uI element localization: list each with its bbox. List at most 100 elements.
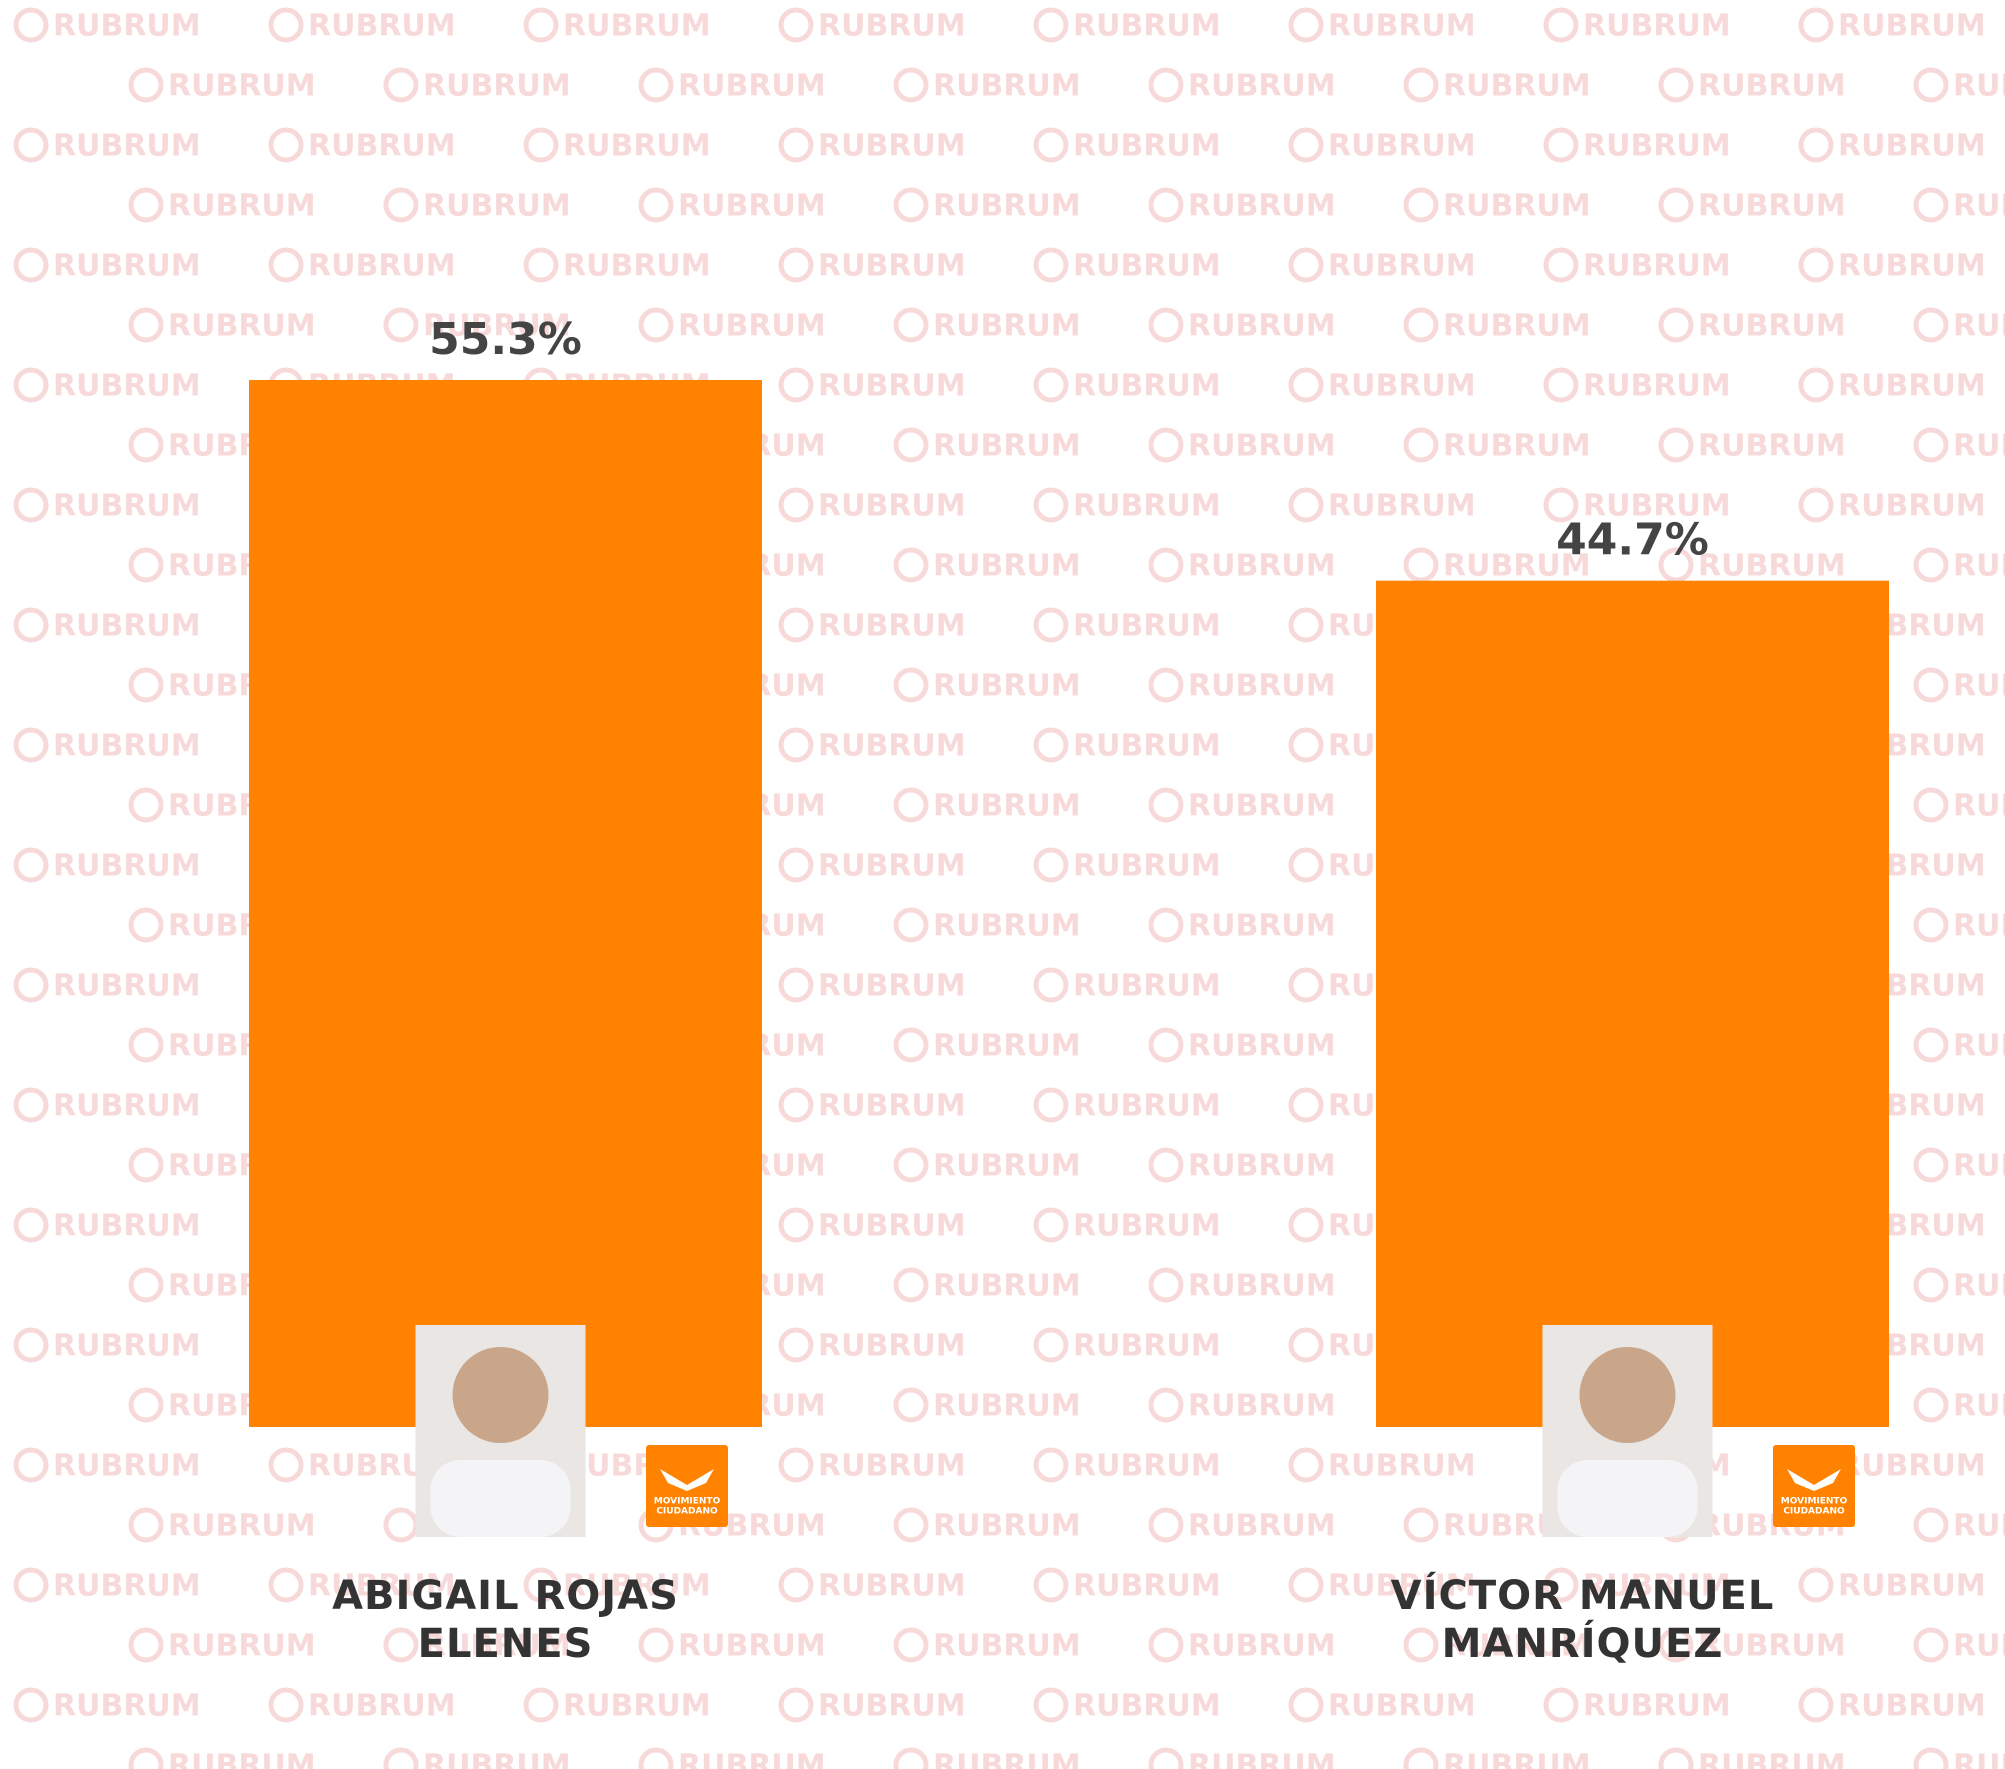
watermark-icon (1658, 1747, 1694, 1769)
watermark-icon (128, 1627, 164, 1663)
watermark-icon (268, 127, 304, 163)
watermark-icon (1033, 127, 1069, 163)
watermark-icon (128, 667, 164, 703)
watermark-icon (13, 1447, 49, 1483)
watermark: RUBRUM (1443, 69, 1591, 104)
watermark: RUBRUM (53, 609, 201, 644)
watermark-icon (1288, 367, 1324, 403)
watermark: RUBRUM (1073, 1089, 1221, 1124)
watermark: RUBRUM (1953, 309, 2005, 344)
watermark-icon (1798, 1567, 1834, 1603)
watermark-icon (268, 1687, 304, 1723)
watermark-icon (1148, 1387, 1184, 1423)
watermark-icon (1148, 787, 1184, 823)
watermark: RUBRUM (1583, 489, 1731, 524)
watermark: RUBRUM (1953, 1149, 2005, 1184)
watermark: RUBRUM (678, 1629, 826, 1664)
watermark: RUBRUM (1328, 1689, 1476, 1724)
watermark: RUBRUM (818, 729, 966, 764)
watermark: RUBRUM (1188, 1269, 1336, 1304)
watermark: RUBRUM (1188, 909, 1336, 944)
watermark-icon (13, 7, 49, 43)
watermark-icon (778, 487, 814, 523)
party-logo-text: CIUDADANO (1783, 1507, 1845, 1517)
watermark: RUBRUM (1188, 789, 1336, 824)
watermark-icon (1148, 1147, 1184, 1183)
watermark-icon (1798, 127, 1834, 163)
watermark: RUBRUM (563, 129, 711, 164)
watermark-icon (1033, 1207, 1069, 1243)
watermark-icon (1288, 727, 1324, 763)
watermark-icon (128, 307, 164, 343)
watermark-icon (778, 967, 814, 1003)
watermark: RUBRUM (53, 969, 201, 1004)
watermark-icon (13, 127, 49, 163)
watermark: RUBRUM (1698, 189, 1846, 224)
watermark: RUBRUM (1328, 249, 1476, 284)
watermark: RUBRUM (818, 1449, 966, 1484)
watermark: RUBRUM (1073, 1689, 1221, 1724)
watermark-icon (1658, 67, 1694, 103)
watermark-icon (13, 1687, 49, 1723)
watermark: RUBRUM (1953, 1629, 2005, 1664)
watermark: RUBRUM (818, 969, 966, 1004)
watermark-icon (1798, 487, 1834, 523)
watermark-icon (13, 967, 49, 1003)
watermark: RUBRUM (678, 69, 826, 104)
watermark: RUBRUM (1583, 9, 1731, 44)
watermark: RUBRUM (1953, 789, 2005, 824)
watermark: RUBRUM (1838, 249, 1986, 284)
watermark: RUBRUM (53, 1209, 201, 1244)
watermark: RUBRUM (1838, 1449, 1986, 1484)
watermark: RUBRUM (678, 309, 826, 344)
watermark: RUBRUM (1073, 729, 1221, 764)
watermark-icon (893, 547, 929, 583)
watermark-icon (893, 1027, 929, 1063)
watermark-icon (1403, 307, 1439, 343)
watermark-icon (1913, 307, 1949, 343)
watermark: RUBRUM (1188, 69, 1336, 104)
watermark-icon (128, 547, 164, 583)
watermark: RUBRUM (1583, 129, 1731, 164)
watermark: RUBRUM (1583, 1569, 1731, 1604)
watermark-icon (128, 1507, 164, 1543)
watermark: RUBRUM (1583, 1689, 1731, 1724)
watermark: RUBRUM (933, 1749, 1081, 1769)
watermark: RUBRUM (1073, 249, 1221, 284)
watermark: RUBRUM (933, 1029, 1081, 1064)
watermark-icon (1543, 487, 1579, 523)
watermark: RUBRUM (1188, 429, 1336, 464)
watermark-icon (1658, 1627, 1694, 1663)
watermark-icon (1913, 907, 1949, 943)
watermark: RUBRUM (53, 129, 201, 164)
watermark-icon (1543, 127, 1579, 163)
watermark-icon (383, 1747, 419, 1769)
watermark: RUBRUM (1073, 1329, 1221, 1364)
watermark-icon (1033, 1327, 1069, 1363)
watermark: RUBRUM (423, 189, 571, 224)
watermark: RUBRUM (53, 1449, 201, 1484)
watermark-icon (13, 1567, 49, 1603)
watermark-icon (638, 1747, 674, 1769)
watermark: RUBRUM (168, 309, 316, 344)
watermark: RUBRUM (1073, 9, 1221, 44)
watermark: RUBRUM (1953, 1389, 2005, 1424)
watermark-icon (893, 1627, 929, 1663)
watermark: RUBRUM (1698, 549, 1846, 584)
watermark: RUBRUM (53, 1329, 201, 1364)
party-logo-text: CIUDADANO (656, 1507, 718, 1517)
watermark-icon (1543, 247, 1579, 283)
watermark: RUBRUM (53, 9, 201, 44)
watermark: RUBRUM (423, 1629, 571, 1664)
watermark: RUBRUM (818, 489, 966, 524)
watermark: RUBRUM (933, 669, 1081, 704)
watermark-icon (1033, 7, 1069, 43)
watermark-icon (1913, 667, 1949, 703)
watermark: RUBRUM (53, 369, 201, 404)
watermark-icon (1913, 1147, 1949, 1183)
watermark: RUBRUM (1953, 1509, 2005, 1544)
watermark-icon (1148, 1747, 1184, 1769)
watermark: RUBRUM (1328, 489, 1476, 524)
watermark: RUBRUM (933, 1629, 1081, 1664)
